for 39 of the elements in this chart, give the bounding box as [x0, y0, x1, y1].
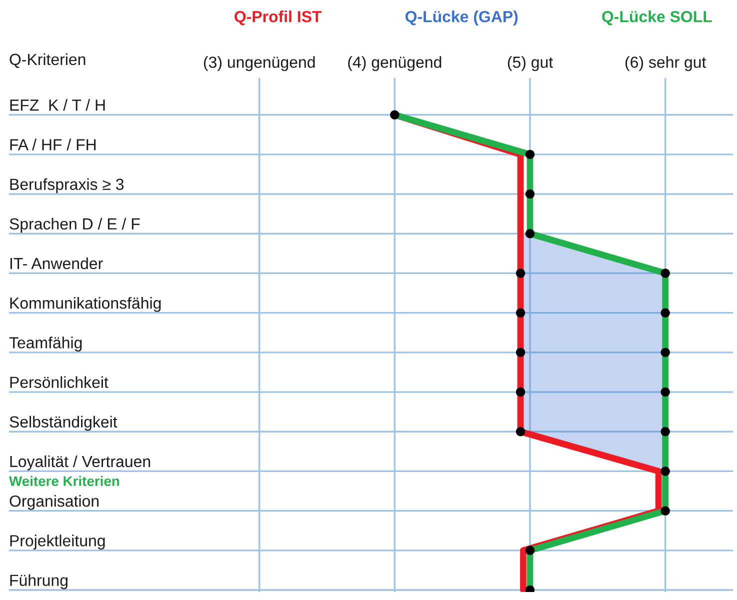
y-tick-label: Loyalität / Vertrauen [10, 455, 150, 470]
point [660, 506, 670, 516]
point [525, 150, 535, 160]
text: Q-Profil IST [234, 10, 322, 26]
y-tick-label: FA / HF / FH [10, 138, 96, 150]
text: Q-Lücke (GAP) [405, 10, 518, 26]
x-tick-label: (5) gut [508, 56, 553, 72]
point [660, 466, 670, 476]
y-tick-label: Organisation [10, 495, 99, 510]
y-tick-label: EFZ K / T / H [10, 99, 105, 111]
y-axis-title: Q-Kriterien [10, 53, 86, 68]
point [660, 427, 670, 436]
y-tick-label: Berufspraxis ≥ 3 [10, 178, 124, 194]
point [525, 546, 535, 556]
y-tick-label: Sprachen D / E / F [10, 218, 140, 233]
point [525, 229, 535, 238]
y-tick-label: Kommunikationsfähig [10, 297, 161, 312]
point [516, 308, 526, 318]
y-tick-label: Projektleitung [10, 534, 105, 550]
point [660, 348, 670, 358]
point [660, 387, 670, 397]
y-tick-label: Führung [10, 574, 68, 590]
point [390, 110, 400, 120]
x-tick-label: (4) genügend [348, 56, 442, 72]
point [660, 268, 670, 278]
x-tick-label: (3) ungenügend [204, 56, 315, 72]
point [660, 308, 670, 318]
x-tick-label: (6) sehr gut [625, 56, 706, 72]
text: Q-Lücke SOLL [602, 10, 712, 26]
point [525, 189, 535, 199]
point [516, 427, 526, 436]
point [516, 268, 526, 278]
y-tick-label: Teamfähig [9, 336, 82, 352]
y-tick-label: Persönlichkeit [10, 376, 108, 388]
y-tick-label: IT- Anwender [10, 257, 103, 270]
point [516, 387, 526, 397]
point [516, 348, 526, 358]
y-tick-label: Selbständigkeit [10, 416, 118, 431]
annotation: Weitere Kriterien [9, 476, 120, 486]
